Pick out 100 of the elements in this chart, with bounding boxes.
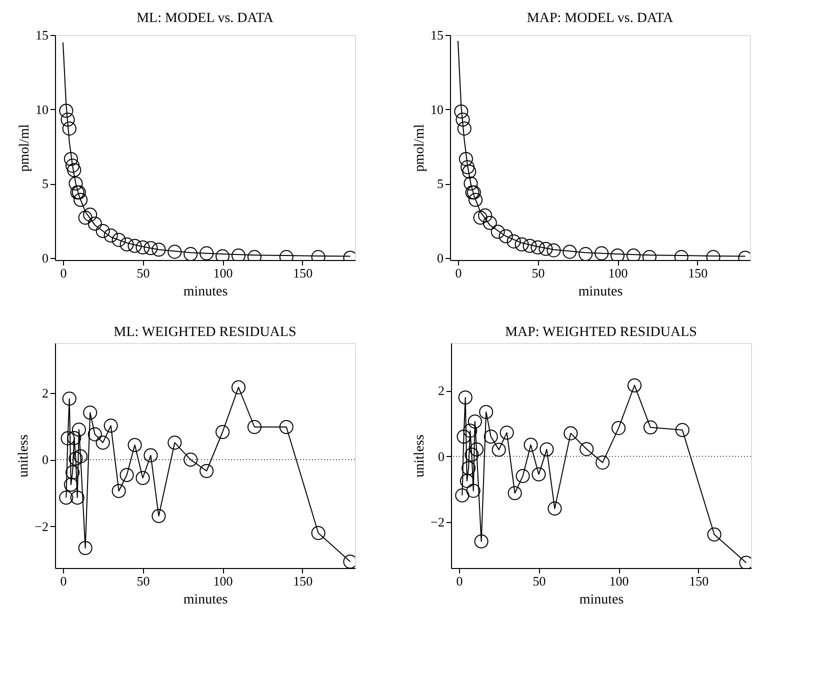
point [67, 163, 82, 178]
point [524, 438, 538, 452]
point [457, 122, 472, 136]
x-axis-title: minutes [578, 284, 623, 300]
point [470, 442, 484, 456]
point [540, 442, 554, 456]
point [120, 237, 134, 252]
point [627, 378, 642, 392]
point [311, 526, 326, 540]
point [532, 467, 546, 482]
point [506, 234, 521, 248]
x-tick-label: 100 [608, 266, 628, 280]
point [128, 238, 142, 253]
x-tick-label: 0 [60, 574, 67, 588]
point [64, 152, 78, 166]
point [468, 414, 482, 429]
x-tick-label: 100 [213, 266, 233, 280]
point [707, 527, 722, 542]
y-tick-label: 15 [36, 28, 48, 42]
x-tick-label: 50 [532, 266, 545, 280]
x-axis-title: minutes [183, 592, 228, 608]
point [74, 192, 88, 207]
point [473, 210, 488, 225]
point [458, 152, 473, 166]
point [580, 442, 594, 456]
y-tick-label: 0 [437, 250, 444, 266]
point [530, 240, 545, 254]
point [83, 208, 98, 222]
x-tick-label: 100 [609, 574, 629, 588]
x-tick-label: 0 [455, 266, 462, 280]
point [128, 438, 142, 452]
point [136, 470, 150, 486]
point [200, 464, 214, 478]
y-axis-title: unitless [412, 434, 428, 478]
point [458, 390, 472, 405]
point [74, 449, 88, 464]
point [60, 431, 75, 446]
chart-title: MAP: WEIGHTED RESIDUALS [505, 325, 697, 340]
x-tick-label: 50 [136, 574, 150, 588]
point [460, 474, 474, 488]
point [67, 430, 82, 446]
point [68, 176, 83, 191]
y-tick-label: 5 [437, 176, 444, 192]
point [88, 216, 102, 231]
x-tick-label: 150 [293, 266, 313, 280]
x-tick-label: 0 [60, 266, 67, 280]
point [578, 247, 593, 260]
point [548, 502, 562, 516]
point [643, 420, 658, 434]
point [468, 192, 483, 207]
point [184, 247, 198, 260]
point [59, 490, 74, 505]
point [500, 426, 514, 440]
point [152, 242, 166, 257]
point [594, 246, 609, 260]
y-axis-title: pmol/ml [18, 124, 32, 172]
point [60, 112, 75, 127]
point [675, 423, 690, 438]
x-tick-label: 0 [456, 574, 463, 588]
point [466, 484, 480, 498]
point [96, 224, 110, 238]
point [522, 238, 537, 253]
y-tick-label: 0 [42, 452, 48, 468]
point [456, 430, 471, 444]
x-tick-label: 100 [213, 574, 233, 588]
point [78, 210, 92, 225]
point [464, 448, 479, 462]
x-tick-label: 150 [688, 266, 708, 280]
x-tick-label: 50 [136, 266, 150, 280]
y-tick-label: −2 [34, 518, 48, 534]
y-tick-label: 2 [42, 386, 48, 400]
point [120, 468, 134, 482]
point [112, 484, 126, 498]
point [216, 424, 230, 440]
point [66, 465, 80, 480]
point [462, 461, 476, 476]
chart-title: MAP: MODEL vs. DATA [526, 11, 674, 26]
x-tick-label: 150 [293, 574, 313, 588]
point [83, 406, 98, 420]
x-axis-title: minutes [579, 592, 624, 608]
point [184, 452, 198, 467]
point [70, 490, 84, 505]
point [59, 104, 74, 118]
point [596, 456, 610, 470]
point [96, 436, 110, 450]
point [464, 176, 478, 191]
y-tick-label: −2 [430, 514, 444, 530]
point [516, 469, 530, 484]
point [484, 430, 498, 444]
point [454, 104, 468, 118]
point [492, 442, 506, 457]
point [136, 240, 150, 254]
y-tick-label: 15 [430, 28, 444, 42]
point [66, 158, 80, 173]
point [62, 122, 76, 136]
point [562, 244, 577, 259]
y-axis-title: pmol/ml [412, 124, 428, 172]
point [104, 418, 118, 433]
y-tick-label: 0 [42, 250, 48, 266]
x-axis-title: minutes [183, 284, 228, 300]
